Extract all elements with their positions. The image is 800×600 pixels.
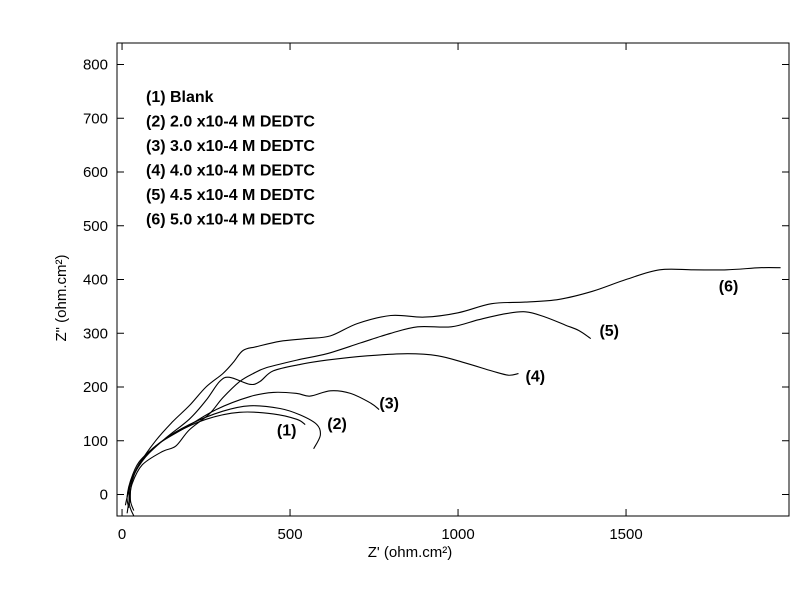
- series-line-5: [126, 311, 592, 514]
- y-tick-label: 800: [83, 57, 108, 74]
- curve-label-3: (3): [379, 396, 399, 413]
- x-axis-label: Z' (ohm.cm²): [368, 544, 453, 561]
- curve-label-6: (6): [719, 278, 739, 295]
- axis-ticks: 0 500 1000 1500 0 100 200 300 400 500 600 700 800: [83, 43, 789, 543]
- y-axis-label: Z" (ohm.cm²): [53, 255, 70, 342]
- series-lines: [124, 266, 781, 517]
- y-tick-label: 0: [100, 487, 108, 504]
- legend-entry-3: (3) 3.0 x10-4 M DEDTC: [146, 138, 315, 155]
- y-tick-label: 200: [83, 379, 108, 396]
- curve-label-5: (5): [599, 323, 619, 340]
- x-tick-label: 0: [118, 526, 126, 543]
- x-tick-label: 1000: [441, 526, 474, 543]
- legend-entry-4: (4) 4.0 x10-4 M DEDTC: [146, 163, 315, 180]
- legend-entry-6: (6) 5.0 x10-4 M DEDTC: [146, 212, 315, 229]
- series-line-2: [129, 405, 322, 511]
- series-line-3: [128, 390, 380, 503]
- y-tick-label: 100: [83, 433, 108, 450]
- x-tick-label: 1500: [609, 526, 642, 543]
- legend-entry-5: (5) 4.5 x10-4 M DEDTC: [146, 187, 315, 204]
- curve-labels: (1) (2) (3) (4) (5) (6): [277, 278, 738, 439]
- legend-entry-2: (2) 2.0 x10-4 M DEDTC: [146, 114, 315, 131]
- y-tick-label: 600: [83, 164, 108, 181]
- curve-label-4: (4): [526, 369, 546, 386]
- curve-label-1: (1): [277, 422, 297, 439]
- y-tick-label: 700: [83, 110, 108, 127]
- legend: (1) Blank (2) 2.0 x10-4 M DEDTC (3) 3.0 x1…: [146, 89, 315, 229]
- legend-entry-1: (1) Blank: [146, 89, 214, 106]
- curve-label-2: (2): [327, 416, 347, 433]
- series-line-6: [128, 266, 781, 517]
- y-tick-label: 300: [83, 325, 108, 342]
- x-tick-label: 500: [278, 526, 303, 543]
- y-tick-label: 400: [83, 272, 108, 289]
- series-line-4: [124, 353, 519, 506]
- y-tick-label: 500: [83, 218, 108, 235]
